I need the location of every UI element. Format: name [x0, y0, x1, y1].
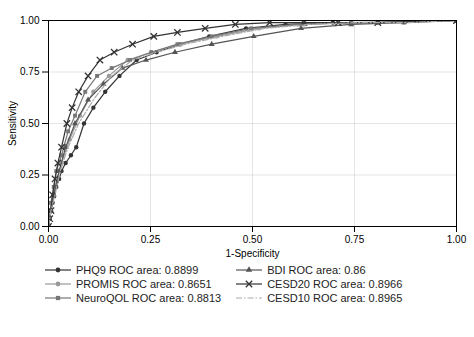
svg-text:0.00: 0.00: [39, 234, 59, 245]
svg-text:0.50: 0.50: [20, 118, 40, 129]
svg-text:0.75: 0.75: [20, 66, 40, 77]
html-text:CESD10 ROC area: 0.8965: CESD10 ROC area: 0.8965: [267, 292, 403, 304]
svg-text:0.25: 0.25: [20, 169, 40, 180]
html-text:CESD20 ROC area: 0.8966: CESD20 ROC area: 0.8966: [267, 278, 403, 290]
svg-text:0.50: 0.50: [243, 234, 263, 245]
html-text:BDI ROC area: 0.86: BDI ROC area: 0.86: [267, 264, 366, 276]
svg-text:0.75: 0.75: [345, 234, 365, 245]
svg-text:0.25: 0.25: [141, 234, 161, 245]
svg-text:0.00: 0.00: [20, 221, 40, 232]
svg-text:1.00: 1.00: [20, 15, 40, 26]
html-text:NeuroQOL ROC area: 0.8813: NeuroQOL ROC area: 0.8813: [76, 292, 222, 304]
svg-text:Sensitivity: Sensitivity: [7, 101, 18, 146]
svg-text:1-Specificity: 1-Specificity: [226, 248, 280, 259]
html-text:PHQ9 ROC area: 0.8899: PHQ9 ROC area: 0.8899: [76, 264, 199, 276]
svg-text:1.00: 1.00: [447, 234, 467, 245]
html-text:PROMIS ROC area: 0.8651: PROMIS ROC area: 0.8651: [76, 278, 212, 290]
